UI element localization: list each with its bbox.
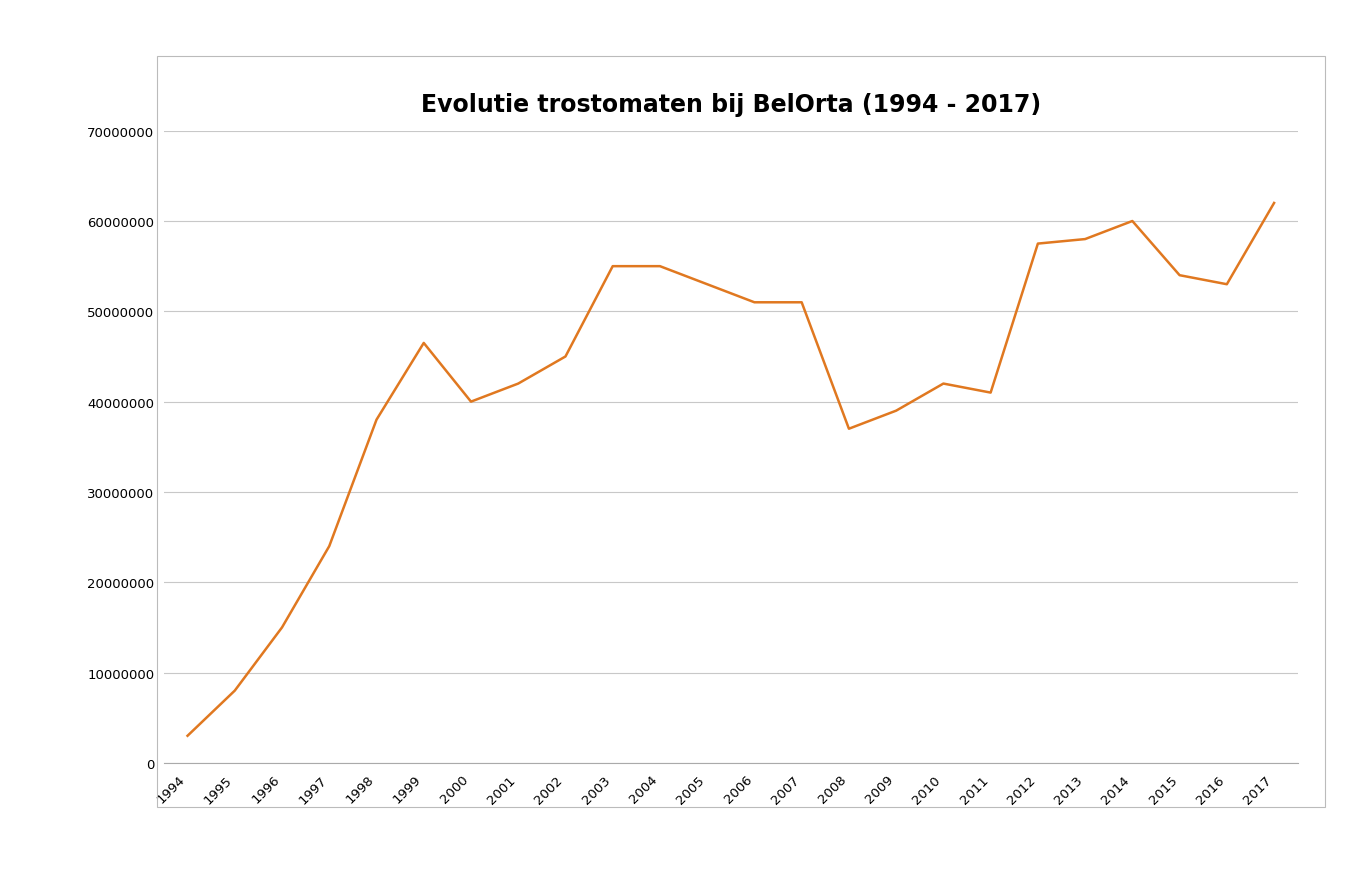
Aantal kg aangevoerd	[936, 379, 952, 389]
Aantal kg aangevoerd	[1124, 217, 1141, 227]
Aantal kg aangevoerd	[1218, 280, 1235, 290]
Title: Evolutie trostomaten bij BelOrta (1994 - 2017): Evolutie trostomaten bij BelOrta (1994 -…	[421, 93, 1041, 118]
Aantal kg aangevoerd	[888, 406, 904, 417]
Aantal kg aangevoerd	[1266, 198, 1283, 209]
Aantal kg aangevoerd	[699, 280, 716, 290]
Aantal kg aangevoerd	[463, 397, 479, 408]
Aantal kg aangevoerd	[510, 379, 526, 389]
Aantal kg aangevoerd	[840, 424, 856, 434]
Aantal kg aangevoerd	[605, 261, 622, 272]
Aantal kg aangevoerd	[557, 352, 574, 362]
Aantal kg aangevoerd	[652, 261, 668, 272]
Line: Aantal kg aangevoerd: Aantal kg aangevoerd	[187, 203, 1274, 736]
Aantal kg aangevoerd	[415, 339, 432, 349]
Aantal kg aangevoerd	[1076, 234, 1093, 245]
Aantal kg aangevoerd	[1172, 271, 1188, 282]
Aantal kg aangevoerd	[982, 388, 999, 398]
Aantal kg aangevoerd	[321, 541, 337, 552]
Aantal kg aangevoerd	[369, 415, 385, 425]
Aantal kg aangevoerd	[273, 623, 290, 633]
Aantal kg aangevoerd	[746, 297, 762, 308]
Aantal kg aangevoerd	[227, 686, 243, 696]
Aantal kg aangevoerd	[1030, 239, 1046, 250]
Aantal kg aangevoerd	[794, 297, 810, 308]
Aantal kg aangevoerd	[179, 731, 195, 741]
